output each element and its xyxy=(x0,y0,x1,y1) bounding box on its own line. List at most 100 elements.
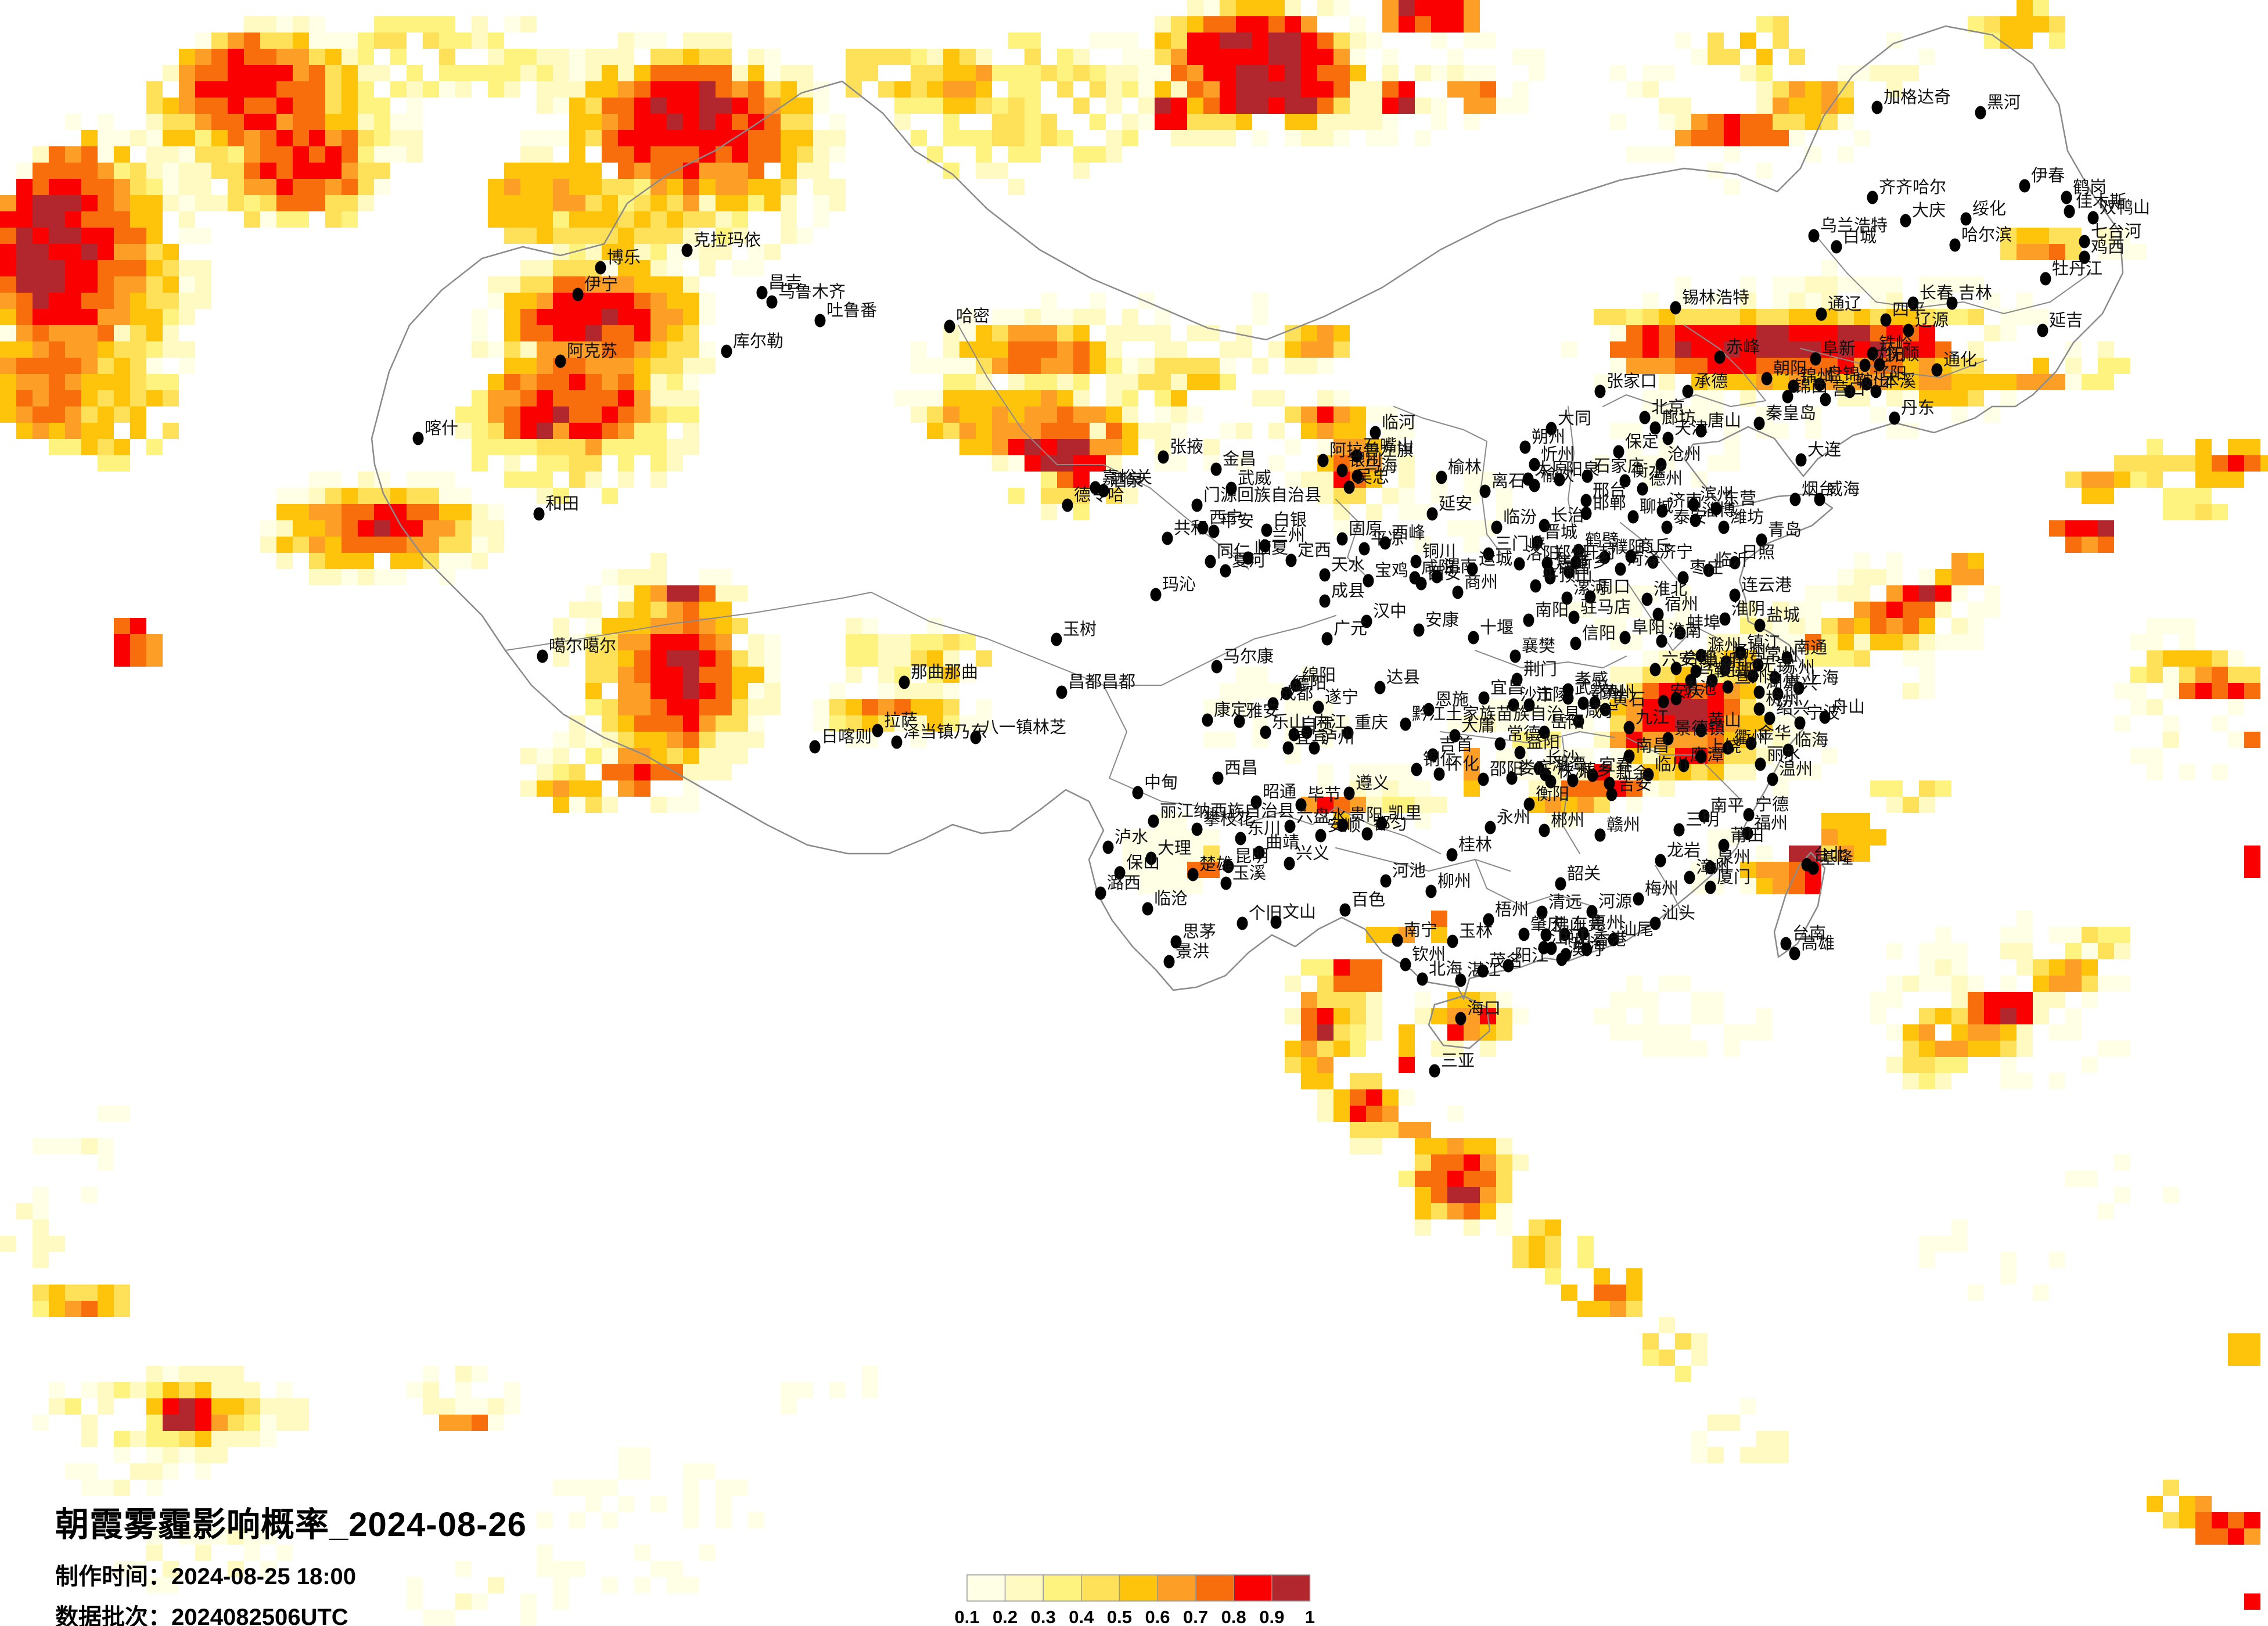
city-marker: 保山 xyxy=(1114,853,1160,880)
heat-cell xyxy=(569,634,585,650)
heat-cell xyxy=(1935,276,1951,293)
city-dot xyxy=(1191,822,1203,836)
heat-cell xyxy=(537,179,553,195)
city-marker: 鸡西 xyxy=(2079,238,2125,264)
city-marker: 芜湖 xyxy=(1706,661,1752,688)
heat-cell xyxy=(1886,553,1903,569)
city-label: 乐山 xyxy=(1272,713,1306,732)
heat-cell xyxy=(1919,341,1935,358)
heat-cell xyxy=(1334,341,1350,358)
heat-cell xyxy=(1203,16,1220,33)
heat-cell xyxy=(553,211,569,228)
heat-cell xyxy=(98,341,114,358)
heat-cell xyxy=(585,406,602,423)
heat-cell xyxy=(976,650,992,667)
heat-cell xyxy=(1382,455,1399,472)
city-marker: 荆门 xyxy=(1511,660,1557,686)
heat-cell xyxy=(1968,276,1984,293)
heat-cell xyxy=(976,439,992,455)
heat-cell xyxy=(1236,81,1252,98)
heat-cell xyxy=(407,520,423,537)
heat-cell xyxy=(618,1447,634,1463)
heat-cell xyxy=(423,488,439,504)
heat-cell xyxy=(959,81,976,98)
heat-cell xyxy=(1220,423,1236,439)
city-label: 高雄 xyxy=(1801,934,1835,953)
heat-cell xyxy=(1350,976,1366,992)
heat-cell xyxy=(537,423,553,439)
heat-cell xyxy=(2000,244,2017,260)
heat-cell xyxy=(195,33,211,49)
city-label: 盐城 xyxy=(1766,606,1800,625)
heat-cell xyxy=(1464,520,1480,537)
heat-cell xyxy=(878,667,894,683)
heat-cell xyxy=(683,683,699,699)
heat-cell xyxy=(683,195,699,211)
city-marker: 兰州 xyxy=(1259,526,1305,553)
heat-cell xyxy=(699,748,716,764)
heat-cell xyxy=(667,748,683,764)
heat-cell xyxy=(1025,146,1041,163)
heat-cell xyxy=(276,163,293,179)
heat-cell xyxy=(325,537,342,553)
heat-cell xyxy=(1675,602,1691,618)
heat-cell xyxy=(2212,472,2228,488)
city-marker: 南阳 xyxy=(1523,600,1569,627)
heat-cell xyxy=(1561,1285,1577,1301)
heat-cell xyxy=(325,195,342,211)
city-label: 常德 xyxy=(1507,724,1540,743)
heat-cell xyxy=(0,390,16,406)
heat-cell xyxy=(1122,81,1138,98)
heat-cell xyxy=(1236,341,1252,358)
city-label: 固原 xyxy=(1349,520,1382,538)
heat-cell xyxy=(455,65,472,81)
heat-cell xyxy=(618,1463,634,1480)
heat-cell xyxy=(1447,49,1464,65)
heat-cell xyxy=(1659,98,1675,114)
city-label: 咸宁 xyxy=(1585,702,1619,721)
heat-cell xyxy=(1382,130,1399,146)
heat-cell xyxy=(553,455,569,472)
heat-cell xyxy=(553,1577,569,1593)
heat-cell xyxy=(1577,797,1594,813)
city-dot xyxy=(1202,713,1213,727)
heat-cell xyxy=(98,130,114,146)
heat-cell xyxy=(699,715,716,732)
city-marker: 益阳 xyxy=(1514,733,1560,760)
heat-cell xyxy=(16,260,33,276)
heat-cell xyxy=(1008,130,1025,146)
heat-cell xyxy=(1366,780,1382,797)
heat-cell xyxy=(1236,667,1252,683)
heat-cell xyxy=(1285,699,1301,715)
heat-cell xyxy=(2195,667,2212,683)
heat-cell xyxy=(1919,602,1935,618)
heat-cell xyxy=(423,81,439,98)
heat-cell xyxy=(276,98,293,114)
city-label: 兰州 xyxy=(1271,526,1305,545)
heat-cell xyxy=(1512,1008,1529,1024)
city-dot xyxy=(1606,787,1618,801)
city-marker: 福州 xyxy=(1742,814,1788,840)
heat-cell xyxy=(732,260,748,276)
city-dot xyxy=(1285,553,1297,567)
heat-cell xyxy=(2228,1333,2244,1350)
city-dot xyxy=(1581,942,1593,956)
city-label: 辽源 xyxy=(1915,311,1949,330)
heat-cell xyxy=(0,195,16,211)
city-marker: 阿拉善左旗 xyxy=(1317,441,1414,467)
heat-cell xyxy=(618,667,634,683)
heat-cell xyxy=(537,780,553,797)
heat-cell xyxy=(1756,81,1773,98)
heat-cell xyxy=(569,114,585,130)
heat-cell xyxy=(504,211,520,228)
heat-cell xyxy=(1691,114,1708,130)
heat-cell xyxy=(1480,715,1496,732)
city-label: 九江 xyxy=(1636,708,1669,727)
heat-cell xyxy=(342,488,358,504)
heat-cell xyxy=(33,1236,49,1252)
city-dot xyxy=(1478,691,1490,705)
city-marker: 通辽 xyxy=(1816,295,1861,321)
heat-cell xyxy=(716,1512,732,1528)
heat-cell xyxy=(716,163,732,179)
city-marker: 吐鲁番 xyxy=(814,301,877,328)
